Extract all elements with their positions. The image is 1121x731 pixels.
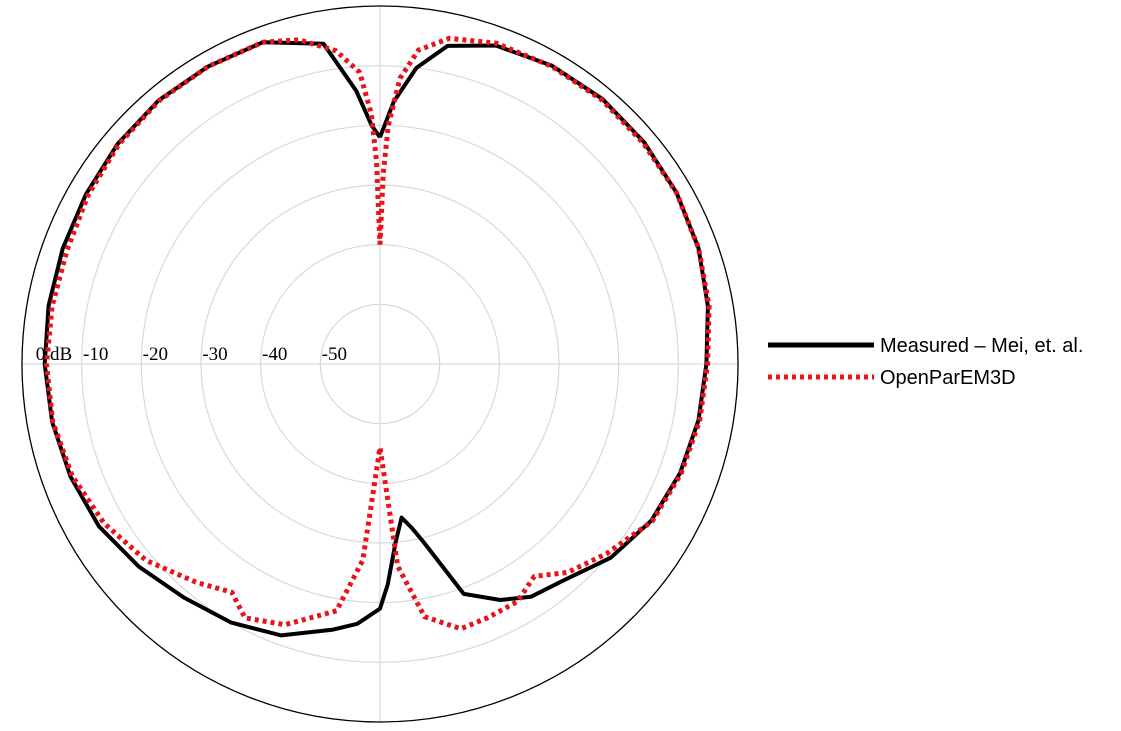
radial-tick-label: -10 xyxy=(83,344,108,365)
radial-tick-label: -40 xyxy=(262,344,287,365)
radial-tick-labels: 0 dB -10 -20 -30 -40 -50 xyxy=(36,344,347,365)
series-line-openparem3d xyxy=(44,35,712,632)
legend: Measured – Mei, et. al. OpenParEM3D xyxy=(768,335,1083,389)
radial-tick-label: -30 xyxy=(202,344,227,365)
legend-label-measured: Measured – Mei, et. al. xyxy=(880,335,1083,357)
radial-tick-label: -20 xyxy=(143,344,168,365)
outer-ring xyxy=(21,5,739,723)
polar-grid xyxy=(21,5,739,723)
radial-tick-label: 0 dB xyxy=(36,344,72,365)
radial-tick-label: -50 xyxy=(322,344,347,365)
series-line-measured xyxy=(42,40,710,638)
legend-label-openparem3d: OpenParEM3D xyxy=(880,367,1016,389)
series-layer xyxy=(42,35,712,638)
